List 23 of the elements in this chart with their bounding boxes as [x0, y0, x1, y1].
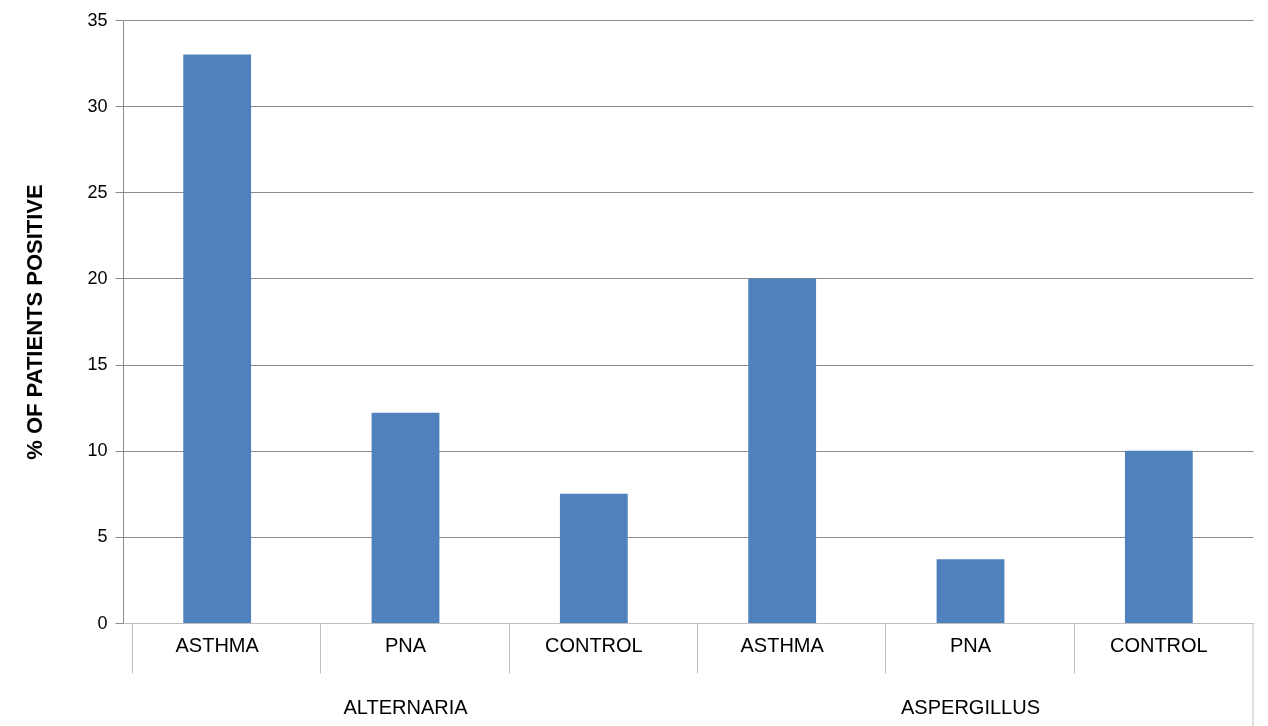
y-tick-label: 20 — [87, 267, 108, 288]
text: ALTERNARIA — [343, 696, 469, 718]
bar — [748, 278, 817, 623]
x-tick-label: CONTROL — [1109, 633, 1208, 656]
bar — [936, 559, 1005, 623]
y-tick-label: 10 — [87, 440, 108, 461]
bar — [1124, 450, 1193, 623]
bar — [371, 412, 440, 623]
x-tick-label: ASTHMA — [175, 633, 260, 656]
x-tick-label: CONTROL — [544, 633, 643, 656]
y-tick-label: 35 — [87, 9, 108, 30]
bar — [559, 493, 628, 623]
y-tick-label: 15 — [87, 354, 108, 375]
y-tick-label: 0 — [97, 612, 108, 633]
y-tick-label: 25 — [87, 181, 108, 202]
y-tick-label: 30 — [87, 95, 108, 116]
y-axis-title: % OF PATIENTS POSITIVE — [22, 184, 48, 460]
bar — [183, 54, 252, 623]
x-tick-label: PNA — [384, 633, 427, 656]
x-tick-label: PNA — [949, 633, 992, 656]
text: ASPERGILLUS — [901, 696, 1040, 718]
y-tick-label: 5 — [97, 526, 108, 547]
x-tick-label: ASTHMA — [740, 633, 825, 656]
